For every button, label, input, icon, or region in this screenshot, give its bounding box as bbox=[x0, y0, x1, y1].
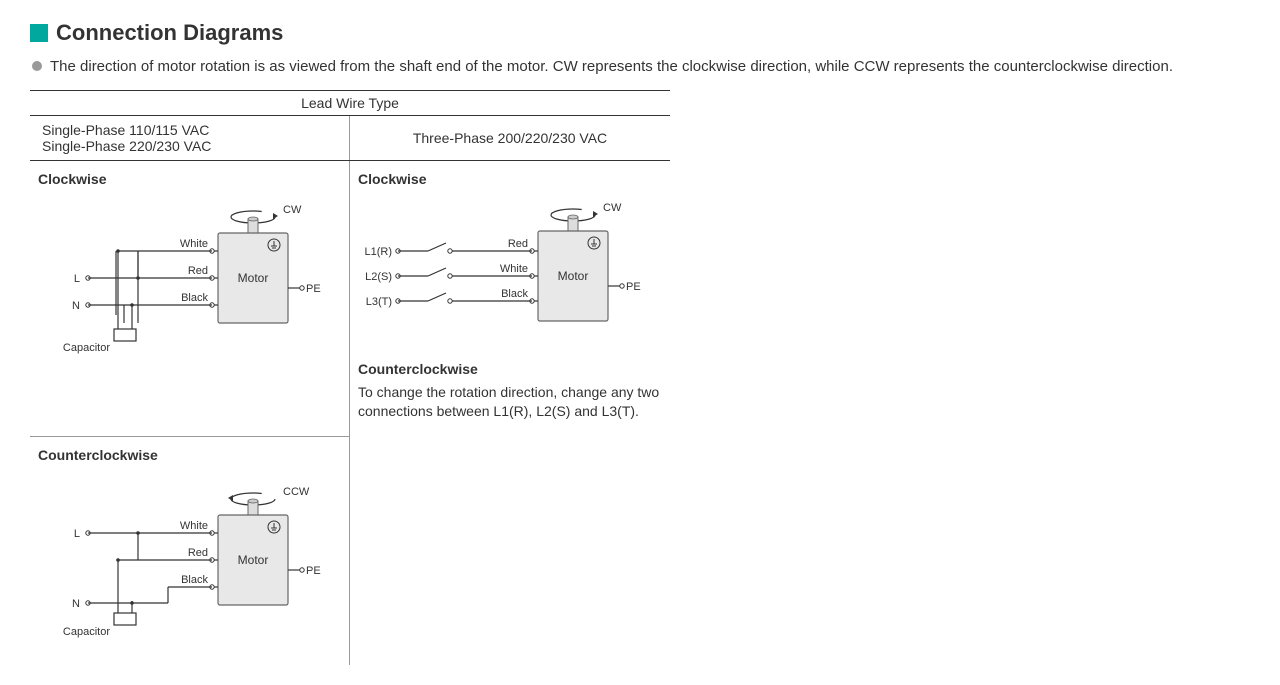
col-header-single-phase: Single-Phase 110/115 VAC Single-Phase 22… bbox=[30, 116, 350, 160]
diagram-single-ccw: CCW Motor PE White Red Black L N Capacitor bbox=[38, 469, 338, 649]
svg-text:Motor: Motor bbox=[238, 271, 269, 285]
svg-text:L: L bbox=[74, 528, 80, 540]
svg-text:PE: PE bbox=[626, 281, 641, 293]
svg-text:White: White bbox=[180, 520, 208, 532]
diagram-three-cw: CW Motor PE Red White Black L1(R) L2(S) L3(T) bbox=[358, 193, 658, 343]
cell-empty bbox=[350, 437, 670, 665]
svg-text:PE: PE bbox=[306, 283, 321, 295]
col-header-three-phase: Three-Phase 200/220/230 VAC bbox=[350, 116, 670, 160]
svg-text:CCW: CCW bbox=[283, 486, 310, 498]
svg-text:PE: PE bbox=[306, 565, 321, 577]
svg-text:Capacitor: Capacitor bbox=[63, 342, 110, 354]
cell-single-ccw: Counterclockwise CCW Motor PE White Red Black… bbox=[30, 437, 350, 665]
label-counterclockwise: Counterclockwise bbox=[38, 447, 341, 463]
bullet-icon bbox=[32, 61, 42, 71]
cell-three-phase: Clockwise CW Motor PE Red White Black L1(R) L2(… bbox=[350, 161, 670, 437]
svg-text:White: White bbox=[180, 238, 208, 250]
svg-text:Black: Black bbox=[181, 574, 208, 586]
label-ccw-3p: Counterclockwise bbox=[358, 361, 662, 377]
svg-text:Red: Red bbox=[188, 265, 208, 277]
svg-text:Red: Red bbox=[508, 238, 528, 250]
page-title: Connection Diagrams bbox=[56, 20, 283, 46]
svg-text:L: L bbox=[74, 273, 80, 285]
svg-text:Black: Black bbox=[501, 288, 528, 300]
svg-text:L1(R): L1(R) bbox=[364, 246, 392, 258]
svg-text:N: N bbox=[72, 598, 80, 610]
three-phase-note: To change the rotation direction, change… bbox=[358, 383, 662, 421]
title-accent-square bbox=[30, 24, 48, 42]
svg-text:Capacitor: Capacitor bbox=[63, 626, 110, 638]
table-header: Lead Wire Type bbox=[30, 90, 670, 116]
diagram-single-cw: CW Motor PE White Red Black L N Capacitor bbox=[38, 193, 338, 363]
svg-text:Red: Red bbox=[188, 547, 208, 559]
svg-text:N: N bbox=[72, 300, 80, 312]
svg-text:L2(S): L2(S) bbox=[365, 271, 392, 283]
svg-text:CW: CW bbox=[283, 204, 302, 216]
svg-text:CW: CW bbox=[603, 202, 622, 214]
svg-text:L3(T): L3(T) bbox=[366, 296, 392, 308]
label-clockwise: Clockwise bbox=[38, 171, 341, 187]
svg-text:White: White bbox=[500, 263, 528, 275]
label-clockwise-3p: Clockwise bbox=[358, 171, 662, 187]
connection-table: Lead Wire Type Single-Phase 110/115 VAC … bbox=[30, 90, 670, 665]
cell-single-cw: Clockwise CW Motor PE White Red Black L N Capaci… bbox=[30, 161, 350, 437]
svg-text:Black: Black bbox=[181, 292, 208, 304]
svg-text:Motor: Motor bbox=[558, 269, 589, 283]
intro-text: The direction of motor rotation is as vi… bbox=[50, 56, 1173, 78]
svg-text:Motor: Motor bbox=[238, 553, 269, 567]
